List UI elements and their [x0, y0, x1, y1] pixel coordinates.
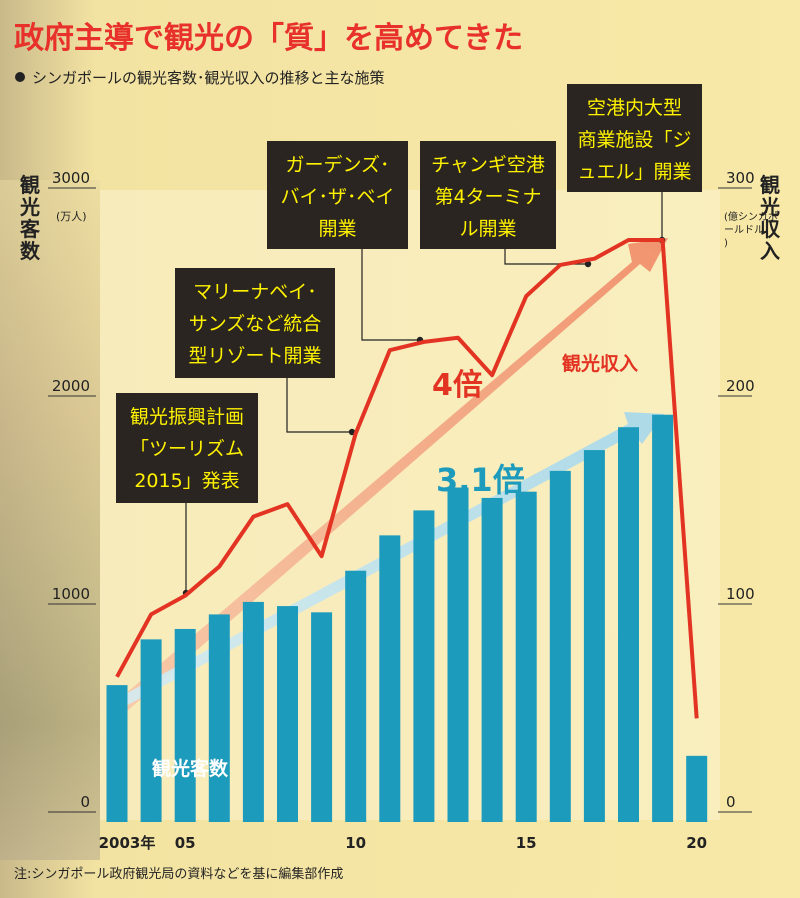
right-tick-label: 300: [726, 169, 755, 187]
event-leader-2010: [286, 378, 352, 433]
x-tick-label: 15: [516, 834, 537, 852]
right-tick-label: 100: [726, 585, 755, 603]
left-tick-label: 0: [80, 793, 90, 811]
subtitle-bullet: [15, 72, 25, 82]
visitor-bar-2008: [277, 606, 298, 822]
left-axis-unit: (万人): [56, 210, 87, 223]
event-leader-2012: [361, 249, 420, 341]
left-axis-title: 観光客数: [19, 173, 41, 263]
x-axis-ticks: 2003年 05 10 15 20: [99, 834, 708, 852]
revenue-series-label: 観光収入: [562, 352, 638, 375]
visitor-bar-2010: [345, 570, 367, 822]
event-callout-text: ル開業: [459, 218, 516, 240]
source-note: 注:シンガポール政府観光局の資料などを基に編集部作成: [14, 866, 343, 882]
event-callout-text: ガーデンズ･: [285, 154, 389, 176]
x-tick-label: 10: [345, 834, 366, 852]
visitor-bar-2005: [174, 628, 196, 822]
visitor-bar-2006: [208, 614, 230, 822]
visitor-bar-2015: [515, 491, 537, 822]
x-tick-label: 20: [686, 834, 707, 852]
event-callout-text: 型リゾート開業: [188, 345, 321, 367]
visitor-bar-2013: [447, 487, 469, 822]
left-tick-label: 1000: [52, 585, 90, 603]
right-axis-title-char: 光: [759, 195, 780, 219]
event-callout-box: [267, 141, 408, 249]
event-callout-box: [567, 84, 702, 192]
background-photo: [0, 180, 100, 860]
left-axis-title-char: 光: [19, 195, 40, 219]
visitor-bar-2020: [686, 755, 708, 822]
event-callout-text: 商業施設「ジ: [577, 129, 691, 151]
right-axis-title: 観光収入: [759, 173, 781, 263]
event-callout-text: ュエル」開業: [577, 161, 691, 183]
x-tick-label: 2003年: [99, 834, 156, 852]
event-callout-text: マリーナベイ･: [193, 281, 317, 303]
event-callout-text: 開業: [318, 218, 356, 240]
visitor-bar-2017: [583, 450, 605, 822]
left-tick-label: 3000: [52, 169, 90, 187]
revenue-growth-label: 4倍: [432, 368, 483, 403]
event-callout-text: 観光振興計画: [130, 406, 244, 428]
right-axis-title-char: 収: [760, 217, 781, 241]
event-callout-text: バイ･ザ･ベイ: [280, 186, 394, 208]
left-tick-label: 2000: [52, 377, 90, 395]
visitor-bars: [106, 414, 708, 822]
chart-subtitle: シンガポールの観光客数･観光収入の推移と主な施策: [32, 69, 385, 87]
right-axis-ticks: 0 100 200 300: [726, 169, 755, 811]
event-callout-text: 「ツーリズム: [130, 438, 244, 460]
visitor-bar-2011: [379, 535, 401, 822]
visitor-bar-2014: [481, 497, 503, 822]
event-callout-text: 2015」発表: [134, 470, 239, 492]
visitor-bar-2012: [413, 510, 435, 822]
revenue-line: [115, 238, 699, 719]
chart-title: 政府主導で観光の「質」を高めてきた: [14, 21, 523, 56]
event-callout-text: サンズなど統合: [189, 313, 322, 335]
left-axis-title-char: 客: [19, 217, 41, 241]
event-callout-box: [116, 393, 258, 503]
event-callout-text: 第4ターミナ: [434, 186, 541, 208]
visitor-bar-2019: [652, 414, 674, 822]
right-axis-unit-line: (億シンガポ: [724, 210, 778, 223]
event-callout-text: チャンギ空港: [431, 154, 545, 176]
right-axis-title-char: 入: [760, 239, 780, 263]
tick-marks: [48, 187, 752, 813]
revenue-trend-arrow: [118, 238, 668, 712]
right-tick-label: 0: [726, 793, 736, 811]
event-callouts: 観光振興計画「ツーリズム 2015」発表 マリーナベイ･ サンズなど統合型リゾート開業…: [116, 84, 702, 503]
visitor-bar-2004: [140, 639, 162, 822]
left-axis-title-char: 観: [20, 173, 40, 197]
event-marker-2017: [584, 260, 592, 268]
visitor-bar-2007: [242, 601, 264, 822]
right-axis-unit-line: ): [724, 238, 728, 249]
left-axis-ticks: 0 1000 2000 3000: [52, 169, 90, 811]
event-callout-box: [175, 268, 335, 378]
visitor-bar-2016: [549, 470, 571, 822]
visitor-bar-2009: [311, 612, 333, 822]
visitor-growth-label: 3.1倍: [436, 461, 525, 499]
right-axis-title-char: 観: [760, 173, 780, 197]
visitor-bar-2003: [106, 685, 128, 822]
event-callout-box: [420, 141, 556, 249]
right-tick-label: 200: [726, 377, 755, 395]
event-callout-2005: 観光振興計画「ツーリズム 2015」発表: [116, 393, 258, 503]
event-callout-text: 空港内大型: [587, 97, 682, 119]
left-axis-title-char: 数: [20, 239, 41, 263]
x-tick-label: 05: [175, 834, 196, 852]
visitor-bar-2018: [618, 427, 639, 822]
visitor-series-label: 観光客数: [152, 757, 229, 780]
right-axis-unit-line: ールドル: [724, 225, 764, 236]
